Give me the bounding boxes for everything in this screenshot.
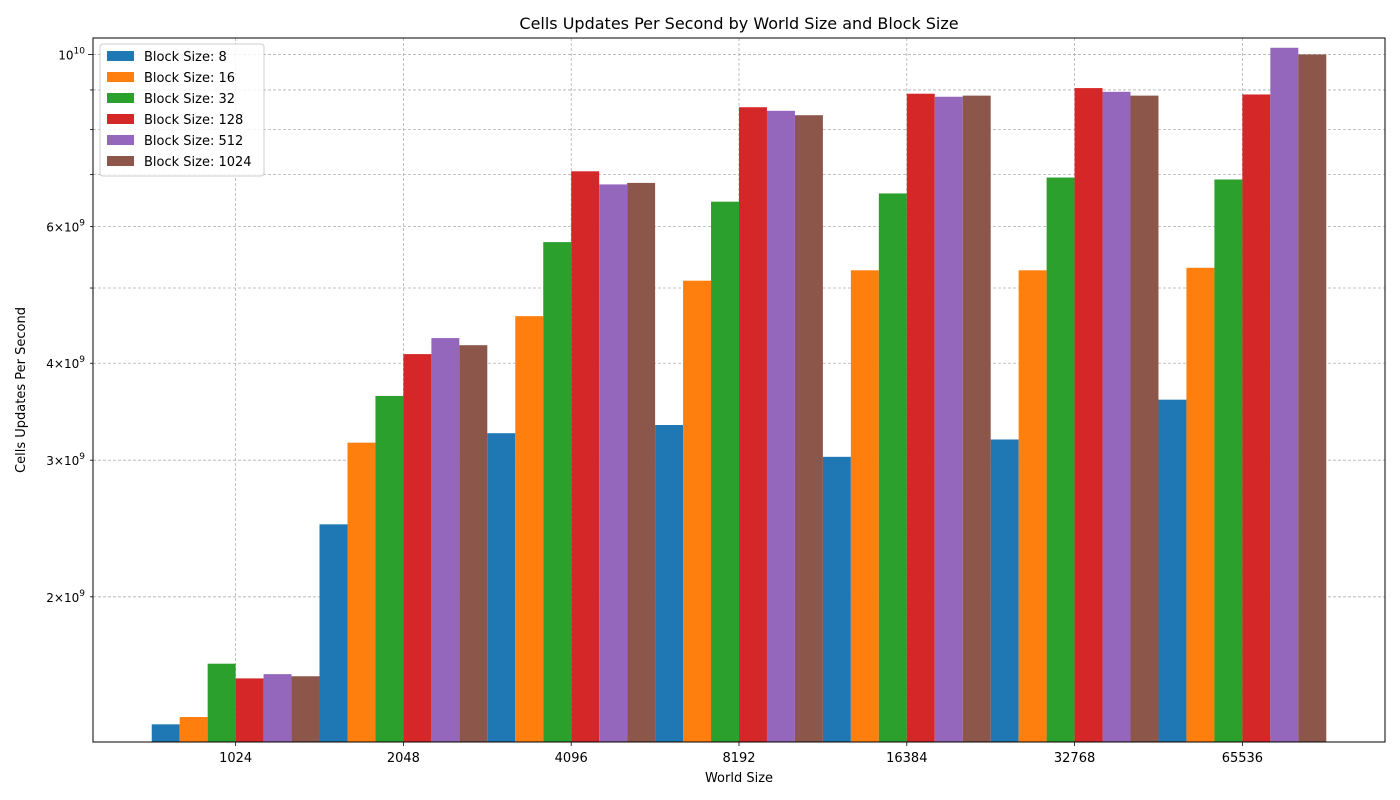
bar	[375, 395, 404, 742]
y-tick-times: ×	[54, 357, 64, 371]
bar	[822, 456, 851, 742]
y-tick-exponent: 10	[74, 46, 86, 56]
bar	[739, 107, 767, 743]
bar	[1242, 94, 1271, 743]
x-axis-label: World Size	[705, 771, 773, 786]
bar	[263, 674, 292, 742]
bar	[291, 676, 320, 742]
y-tick-times: ×	[54, 221, 64, 235]
y-tick-mantissa: 3	[46, 454, 54, 468]
x-tick-label: 65536	[1222, 751, 1263, 766]
bar	[403, 354, 432, 742]
y-tick-times: ×	[54, 591, 64, 605]
bar	[599, 184, 628, 742]
legend-swatch	[107, 51, 134, 61]
y-tick-label: 3×109	[46, 452, 85, 468]
legend-swatch	[107, 114, 134, 124]
x-tick-label: 8192	[722, 751, 755, 766]
legend-label: Block Size: 1024	[144, 155, 252, 170]
legend-label: Block Size: 128	[144, 113, 243, 128]
bar	[1158, 399, 1187, 742]
bar	[347, 442, 376, 742]
bar	[990, 439, 1019, 742]
bar	[515, 316, 544, 742]
bar	[1074, 88, 1103, 742]
y-tick-exponent: 9	[79, 355, 85, 365]
x-tick-label: 4096	[555, 751, 588, 766]
bar	[878, 193, 907, 743]
bar	[543, 242, 572, 742]
bar	[655, 425, 684, 742]
bar	[319, 524, 348, 742]
legend-box	[99, 43, 265, 177]
bar	[1186, 267, 1215, 742]
bar	[179, 717, 208, 742]
y-tick-label: 2×109	[46, 589, 85, 605]
bar	[1130, 95, 1159, 743]
x-axis-ticks: 1024 2048 4096 8192 16384 32768 65536	[219, 742, 1263, 766]
legend-label: Block Size: 8	[144, 50, 227, 65]
y-tick-base: 10	[58, 48, 73, 62]
bar	[207, 663, 236, 742]
bars	[151, 47, 1327, 743]
x-tick-label: 1024	[219, 751, 252, 766]
y-tick-label: 6×109	[46, 219, 85, 235]
y-tick-exponent: 9	[79, 452, 85, 462]
legend-label: Block Size: 16	[144, 71, 235, 86]
y-tick-exponent: 9	[79, 589, 85, 599]
bar	[683, 280, 712, 742]
bar	[627, 182, 656, 742]
bar	[487, 433, 516, 742]
y-tick-base: 10	[64, 454, 79, 468]
bar	[906, 93, 935, 743]
bar	[934, 96, 963, 742]
legend-swatch	[107, 135, 134, 145]
bar	[766, 110, 795, 742]
bar	[151, 724, 180, 742]
x-tick-label: 2048	[387, 751, 420, 766]
bar	[794, 115, 823, 743]
bar	[459, 345, 488, 742]
bar	[711, 201, 739, 742]
y-axis-label: Cells Updates Per Second	[14, 307, 29, 473]
bar	[1046, 177, 1075, 743]
legend-swatch	[107, 93, 134, 103]
legend-label: Block Size: 512	[144, 134, 243, 149]
y-tick-mantissa: 6	[46, 221, 54, 235]
legend-label: Block Size: 32	[144, 92, 235, 107]
y-tick-mantissa: 4	[46, 357, 54, 371]
bar	[1214, 179, 1243, 743]
bar	[1298, 54, 1327, 742]
x-tick-label: 32768	[1054, 751, 1095, 766]
y-tick-mantissa: 2	[46, 591, 54, 605]
legend-swatch	[107, 156, 134, 166]
bar	[1102, 91, 1131, 742]
bar	[431, 338, 460, 742]
y-tick-base: 10	[64, 357, 79, 371]
legend: Block Size: 8 Block Size: 16 Block Size: 3…	[99, 43, 265, 177]
x-tick-label: 16384	[886, 751, 927, 766]
bar	[1018, 270, 1047, 742]
legend-swatch	[107, 72, 134, 82]
y-tick-times: ×	[54, 454, 64, 468]
bar	[1270, 47, 1299, 742]
y-tick-exponent: 9	[79, 219, 85, 229]
bar	[235, 678, 264, 742]
y-tick-label: 4×109	[46, 355, 85, 371]
y-tick-base: 10	[64, 221, 79, 235]
bar	[962, 95, 991, 743]
bar	[571, 171, 600, 742]
chart-title: Cells Updates Per Second by World Size a…	[519, 14, 958, 33]
y-tick-base: 10	[64, 591, 79, 605]
y-tick-label: 1010	[58, 46, 85, 62]
bar	[850, 270, 879, 742]
